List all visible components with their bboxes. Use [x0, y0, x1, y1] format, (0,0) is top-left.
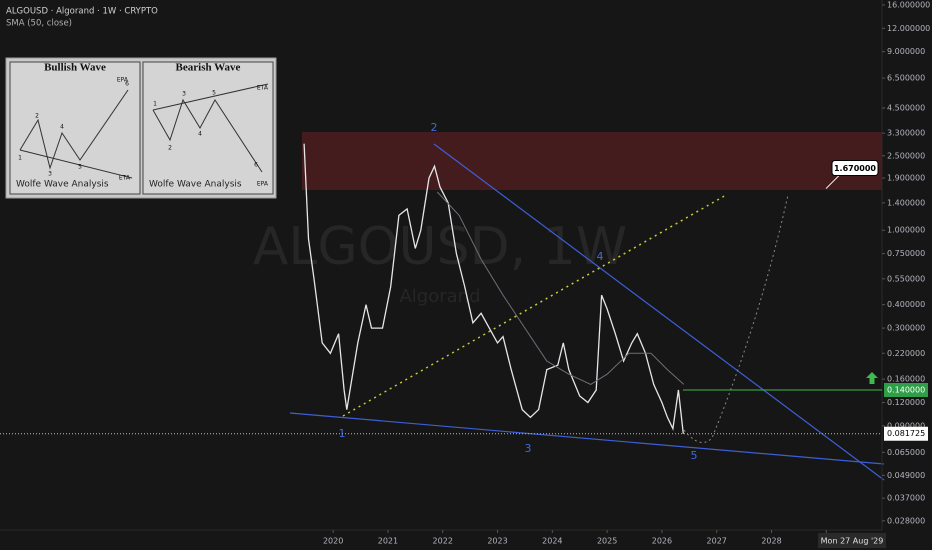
watermark: ALGOUSD, 1W — [253, 217, 627, 277]
y-tick-label: 0.550000 — [887, 274, 925, 283]
price-box — [884, 383, 928, 398]
y-tick-label: 6.500000 — [887, 74, 925, 83]
inset-mark: 1 — [153, 101, 157, 108]
trendline-upper — [433, 143, 885, 481]
crosshair-label: Mon 27 Aug '29 — [821, 537, 884, 546]
inset-mark: 2 — [35, 113, 39, 120]
wave-label: 2 — [431, 121, 438, 134]
y-tick-label: 12.000000 — [887, 24, 930, 33]
y-tick-label: 1.400000 — [887, 198, 925, 207]
inset-title: Bullish Wave — [44, 62, 106, 74]
inset-mark: ETA — [257, 85, 269, 92]
y-tick-label: 16.000000 — [887, 0, 930, 9]
indicator-label: SMA (50, close) — [6, 19, 72, 29]
x-tick-label: 2025 — [597, 537, 617, 546]
trendline-lower — [289, 412, 885, 465]
y-tick-label: 9.000000 — [887, 47, 925, 56]
y-tick-label: 1.900000 — [887, 174, 925, 183]
inset-mark: 6 — [254, 162, 258, 169]
y-tick-label: 0.065000 — [887, 448, 925, 457]
y-tick-label: 0.028000 — [887, 516, 925, 525]
inset-mark: EPA — [117, 77, 129, 84]
y-tick-label: 0.120000 — [887, 398, 925, 407]
y-tick-label: 0.300000 — [887, 324, 925, 333]
y-tick-label: 0.049000 — [887, 471, 925, 480]
callout-box — [831, 160, 879, 177]
price-line — [303, 143, 684, 434]
supply-zone — [302, 132, 882, 190]
inset-mark: EPA — [257, 181, 269, 188]
inset-mark: 3 — [182, 91, 186, 98]
inset-mark: 5 — [212, 90, 216, 97]
inset-mark: 5 — [78, 164, 82, 171]
x-tick-label: 2020 — [323, 537, 343, 546]
y-tick-label: 0.037000 — [887, 494, 925, 503]
projection-path — [683, 194, 789, 443]
callout-pointer — [825, 174, 841, 189]
crosshair-box — [818, 533, 886, 548]
inset-mark: 4 — [198, 131, 202, 138]
price-line — [436, 191, 685, 385]
inset-mark: 6 — [125, 81, 129, 88]
wave-label: 3 — [525, 442, 532, 455]
y-tick-label: 0.400000 — [887, 300, 925, 309]
y-tick-label: 1.000000 — [887, 226, 925, 235]
x-tick-label: 2027 — [707, 537, 727, 546]
inset-mark: ETA — [119, 175, 131, 182]
y-tick-label: 0.090000 — [887, 421, 925, 430]
callout-label: 1.670000 — [834, 164, 876, 173]
inset-caption: Wolfe Wave Analysis — [149, 180, 242, 190]
y-tick-label: 0.160000 — [887, 375, 925, 384]
inset-mark: 3 — [48, 171, 52, 178]
inset-caption: Wolfe Wave Analysis — [16, 180, 109, 190]
inset-mark: 4 — [60, 124, 64, 131]
inset-mark: 2 — [168, 145, 172, 152]
target-line — [342, 194, 727, 417]
wave-label: 5 — [691, 449, 698, 462]
x-tick-label: 2022 — [433, 537, 453, 546]
inset-mark: 1 — [18, 155, 22, 162]
watermark-sub: Algorand — [399, 286, 480, 307]
y-tick-label: 3.300000 — [887, 129, 925, 138]
x-tick-label: 2021 — [378, 537, 398, 546]
x-tick-label: 2023 — [487, 537, 507, 546]
price-label: 0.081725 — [887, 429, 925, 438]
inset: Bullish Wave Bearish Wave Wolfe Wave Ana… — [5, 57, 277, 199]
x-tick-label: 2028 — [761, 537, 781, 546]
inset-title: Bearish Wave — [176, 62, 241, 74]
x-tick-label: 2026 — [652, 537, 672, 546]
y-tick-label: 0.220000 — [887, 349, 925, 358]
symbol-title: ALGOUSD · Algorand · 1W · CRYPTO — [6, 7, 158, 17]
x-tick-label: 2024 — [542, 537, 562, 546]
price-label: 0.140000 — [887, 386, 925, 395]
price-box — [884, 426, 928, 441]
y-tick-label: 2.500000 — [887, 151, 925, 160]
y-tick-label: 0.750000 — [887, 249, 925, 258]
wave-label: 4 — [597, 250, 604, 263]
y-tick-label: 4.500000 — [887, 104, 925, 113]
up-arrow — [866, 372, 878, 384]
